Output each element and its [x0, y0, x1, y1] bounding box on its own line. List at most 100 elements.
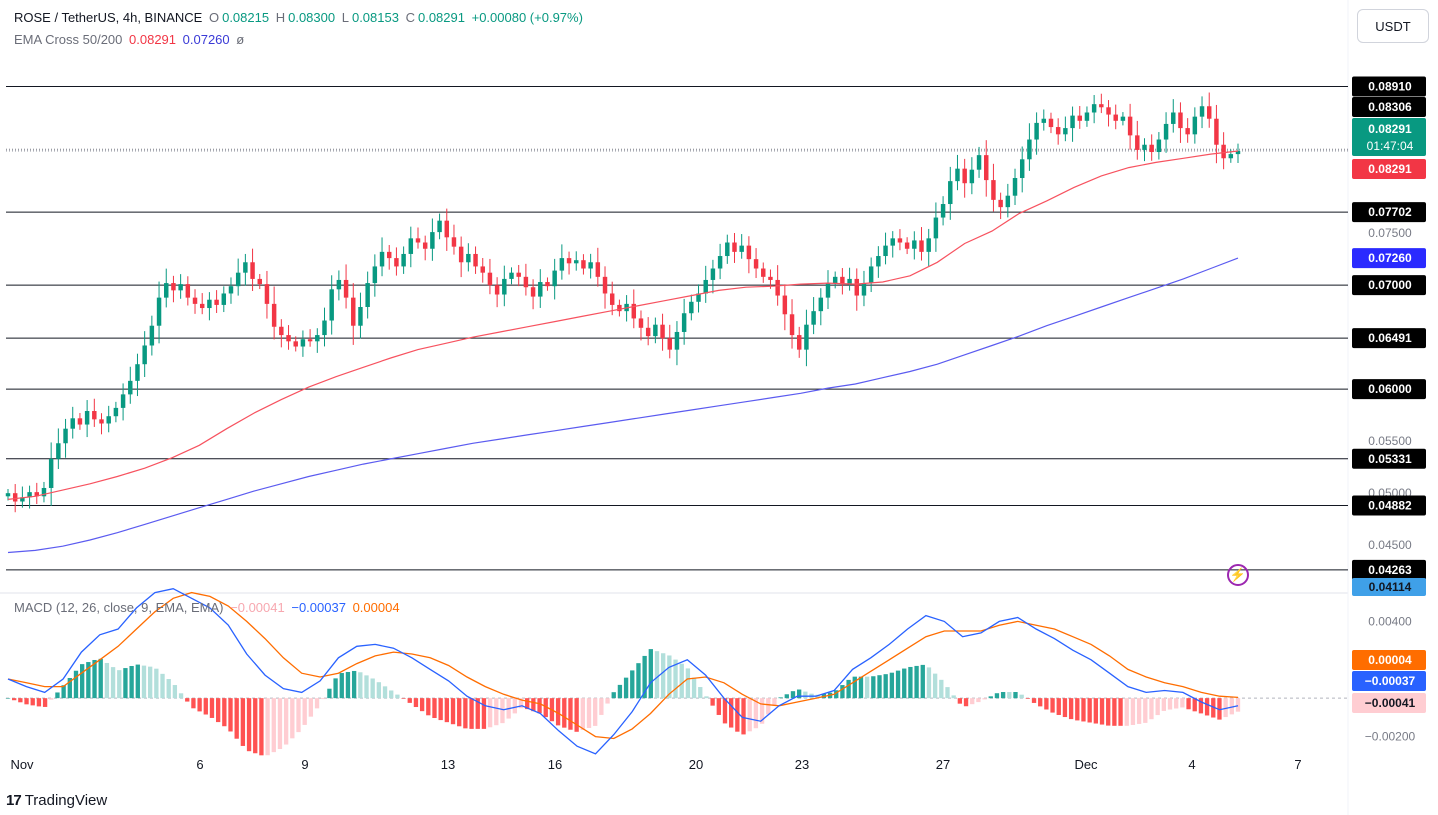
candle-body — [386, 251, 392, 259]
macd-hist-bar — [623, 677, 629, 699]
candle-body — [473, 253, 478, 267]
candle-body — [451, 237, 457, 247]
price-axis-label: 0.04500 — [1368, 538, 1412, 552]
macd-hist-bar — [339, 673, 344, 699]
macd-tag-signal-text: 0.00004 — [1368, 653, 1412, 667]
candle-body — [653, 324, 658, 337]
candle-body — [962, 168, 967, 184]
candle-body — [602, 276, 608, 294]
candle-body — [56, 443, 61, 459]
macd-hist-bar — [784, 694, 789, 699]
candle-body — [1192, 116, 1198, 135]
candle-body — [358, 306, 363, 326]
level-tag-text: 0.04882 — [1368, 498, 1412, 512]
macd-hist-bar — [747, 698, 752, 732]
ema200-line — [7, 257, 1239, 554]
level-tag: 0.04882 — [1352, 495, 1426, 516]
macd-hist-bar — [1143, 698, 1148, 723]
macd-hist-bar — [803, 691, 808, 699]
time-axis: Nov 6 9 13 16 20 23 27 Dec 4 7 — [10, 757, 1301, 772]
candle-body — [696, 293, 701, 302]
macd-hist-bar — [432, 698, 437, 719]
macd-hist-bar — [234, 698, 239, 739]
macd-hist-bar — [772, 698, 777, 706]
candle-body — [912, 240, 917, 249]
macd-hist-bar — [1192, 698, 1197, 712]
time-axis-label: 7 — [1294, 757, 1301, 772]
price-tag-ema50-bg — [1352, 159, 1426, 179]
candle-body — [34, 492, 40, 497]
candle-body — [559, 258, 565, 271]
candle-body — [861, 283, 867, 296]
candle-body — [840, 276, 845, 285]
macd-hist-bar — [667, 655, 672, 699]
macd-histogram — [5, 649, 1241, 756]
macd-hist-bar — [42, 698, 48, 707]
macd-hist-bar — [240, 698, 246, 746]
macd-hist-bar — [920, 664, 925, 699]
candle-body — [199, 303, 205, 309]
macd-hist-bar — [370, 678, 375, 699]
macd-hist-bar — [401, 698, 406, 699]
macd-hist-bar — [1031, 698, 1037, 703]
candle-body — [257, 278, 262, 285]
currency-button[interactable]: USDT — [1357, 9, 1429, 43]
candle-body — [70, 418, 75, 429]
macd-legend[interactable]: MACD (12, 26, close, 9, EMA, EMA) −0.000… — [14, 600, 403, 615]
lightning-icon[interactable]: ⚡ — [1227, 564, 1249, 586]
candle-body — [969, 169, 975, 184]
macd-hist-bar — [1019, 694, 1024, 699]
macd-hist-bar — [636, 663, 641, 699]
macd-hist-bar — [1056, 698, 1061, 715]
macd-hist-bar — [1229, 698, 1234, 715]
macd-hist-bar — [593, 698, 598, 726]
candle-body — [1048, 118, 1054, 128]
candle-body — [581, 260, 586, 269]
macd-legend-name: MACD (12, 26, close, 9, EMA, EMA) — [14, 600, 224, 615]
macd-hist-bar — [963, 698, 969, 707]
macd-hist-bar — [49, 698, 54, 700]
macd-tag-macd: −0.00037 — [1352, 671, 1426, 691]
macd-hist-bar — [908, 666, 913, 699]
macd-hist-bar — [333, 678, 338, 699]
candle-body — [243, 262, 248, 273]
candle-body — [415, 238, 421, 243]
macd-hist-bar — [617, 684, 623, 699]
macd-hist-bar — [166, 679, 171, 699]
level-tag-text: 0.07000 — [1368, 278, 1412, 292]
candle-body — [1206, 106, 1212, 119]
candle-body — [1034, 122, 1039, 140]
time-axis-label: 13 — [441, 757, 455, 772]
macd-hist-bar — [117, 670, 122, 699]
candle-body — [545, 282, 550, 287]
level-tag-bg — [1352, 76, 1426, 97]
ema-legend[interactable]: EMA Cross 50/200 0.08291 0.07260 ø — [14, 32, 247, 47]
macd-hist-bar — [994, 693, 1000, 699]
macd-hist-bar — [178, 693, 184, 699]
macd-hist-bar — [345, 671, 351, 699]
macd-hist-bar — [160, 673, 165, 699]
macd-hist-bar — [864, 676, 870, 699]
macd-line — [7, 588, 1239, 755]
price-tag-high-bg — [1352, 97, 1426, 117]
macd-hist-bar — [729, 698, 734, 728]
macd-hist-bar — [1155, 698, 1160, 716]
candle-body — [991, 180, 996, 200]
candle-body — [904, 242, 910, 249]
candle-body — [732, 242, 737, 252]
price-tag-high-text: 0.08306 — [1368, 100, 1412, 114]
open-label: O — [208, 10, 220, 25]
macd-hist-bar — [475, 698, 480, 729]
macd-hist-bar — [1025, 698, 1031, 699]
macd-hist-bar — [426, 698, 431, 716]
macd-hist-bar — [543, 698, 548, 718]
level-tag-bg — [1352, 275, 1426, 296]
macd-hist-bar — [265, 698, 270, 756]
macd-hist-bar — [123, 668, 128, 699]
candle-body — [106, 416, 111, 424]
candle-body — [113, 407, 119, 417]
macd-hist-bar — [642, 655, 647, 699]
candle-body — [883, 245, 888, 257]
